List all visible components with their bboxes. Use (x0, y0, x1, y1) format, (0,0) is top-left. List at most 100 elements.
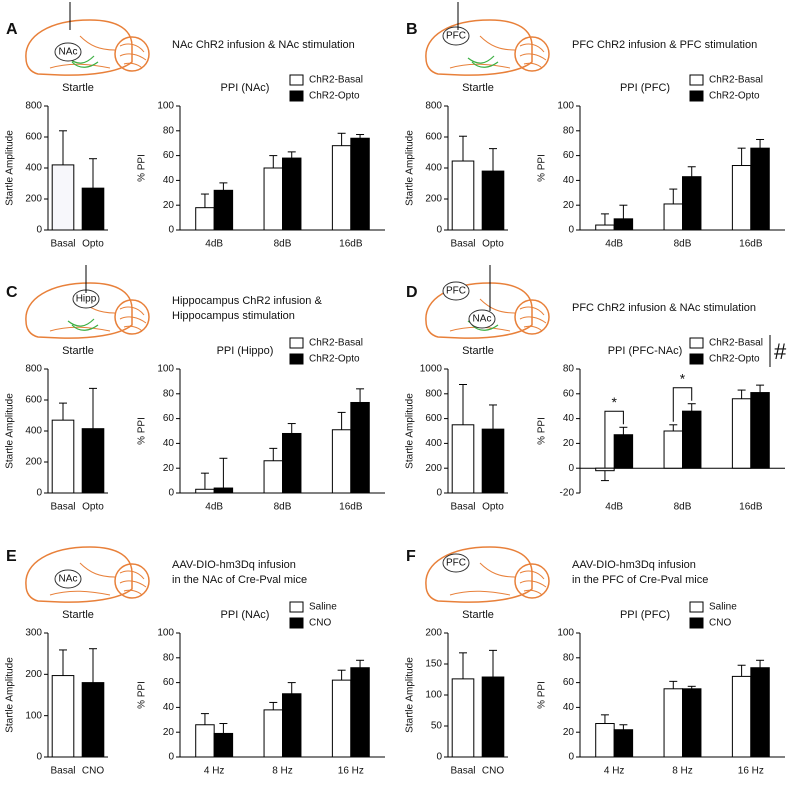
error-bar (269, 447, 278, 461)
cerebellum (114, 36, 150, 72)
y-tick-label: 600 (25, 132, 42, 143)
panel-letter: F (406, 548, 416, 565)
panel-letter: A (6, 21, 18, 38)
error-bar (669, 188, 678, 204)
bar (350, 401, 370, 494)
x-tick-label: 8 Hz (672, 766, 693, 777)
y-tick-label: 60 (563, 150, 575, 161)
x-tick-label: 16dB (339, 502, 363, 513)
error-bar (619, 204, 628, 219)
cerebellum-folds (519, 306, 547, 332)
bar (213, 732, 234, 758)
chart-title: Startle (462, 345, 494, 357)
y-tick-label: 20 (563, 200, 575, 211)
error-bar (489, 649, 497, 678)
y-tick-label: 80 (163, 125, 175, 136)
y-tick-label: 300 (25, 628, 42, 639)
x-tick-label: Opto (482, 239, 504, 250)
y-tick-label: 50 (431, 721, 443, 732)
bar (331, 429, 352, 494)
bar (51, 419, 75, 494)
brain-illustration: NAc (25, 2, 150, 76)
x-tick-label: 4 Hz (604, 766, 625, 777)
error-bar (737, 147, 746, 166)
legend-swatch (289, 90, 304, 102)
x-tick-label: Opto (82, 239, 104, 250)
y-tick-label: 600 (425, 413, 442, 424)
chart-title: PPI (PFC-NAc) (608, 345, 683, 357)
y-tick-label: 1000 (420, 364, 443, 375)
error-bar (687, 166, 696, 177)
bar (663, 430, 683, 469)
error-bar (356, 659, 365, 668)
fibers (67, 318, 99, 331)
error-bar (219, 723, 228, 734)
error-bar (687, 685, 696, 689)
y-tick-label: 20 (163, 727, 175, 738)
brain-illustration: Hipp (25, 265, 150, 339)
y-tick-label: 80 (563, 125, 575, 136)
x-tick-label: 16 Hz (338, 766, 364, 777)
x-tick-label: 16dB (339, 239, 363, 250)
legend-label: ChR2-Basal (309, 338, 363, 349)
y-tick-label: 200 (425, 194, 442, 205)
error-bar (356, 134, 365, 139)
bar (263, 709, 283, 758)
y-tick-label: 400 (25, 426, 42, 437)
error-bar (459, 384, 467, 425)
brain-region (54, 42, 82, 62)
error-bar (200, 713, 209, 725)
legend-swatch (689, 601, 704, 613)
bar (682, 410, 702, 469)
bar (682, 688, 702, 758)
y-tick-label: 40 (563, 702, 575, 713)
x-tick-label: 8dB (674, 239, 692, 250)
bar (331, 679, 352, 758)
legend-swatch (289, 337, 304, 349)
y-tick-label: 0 (168, 225, 174, 236)
y-tick-label: 40 (163, 175, 175, 186)
y-tick-label: 600 (425, 132, 442, 143)
error-bar (200, 472, 209, 490)
bar (213, 189, 234, 231)
x-tick-label: Basal (450, 766, 475, 777)
y-tick-label: 0 (568, 463, 574, 474)
cerebellum-folds (519, 570, 547, 596)
legend-label: Saline (309, 602, 337, 613)
legend-label: ChR2-Opto (309, 91, 360, 102)
legend-swatch (689, 74, 704, 86)
chart-title: Startle (62, 609, 94, 621)
x-tick-label: Basal (450, 502, 475, 513)
bar (350, 137, 370, 231)
caption: Hippocampus ChR2 infusion & (172, 295, 322, 307)
region-label: NAc (59, 574, 78, 585)
error-bar (669, 424, 678, 431)
bar (213, 487, 234, 494)
region-label: PFC (446, 558, 466, 569)
x-tick-label: 8dB (274, 239, 292, 250)
legend-label: ChR2-Basal (309, 75, 363, 86)
legend-label: ChR2-Opto (709, 91, 760, 102)
caption: NAc ChR2 infusion & NAc stimulation (172, 39, 355, 51)
x-tick-label: Opto (82, 502, 104, 513)
legend-swatch (289, 353, 304, 365)
chart-title: PPI (PFC) (620, 82, 670, 94)
brain-illustration: PFC (425, 546, 550, 603)
x-tick-label: 8dB (674, 502, 692, 513)
significance-label: * (680, 370, 686, 386)
brain-illustration: PFC (425, 2, 550, 76)
caption: PFC ChR2 infusion & PFC stimulation (572, 39, 757, 51)
error-bar (619, 426, 628, 435)
x-tick-label: CNO (482, 766, 504, 777)
error-bar (219, 182, 228, 191)
y-tick-label: 40 (563, 175, 575, 186)
error-bar (459, 652, 467, 679)
x-tick-label: 4dB (605, 502, 623, 513)
y-tick-label: 80 (563, 364, 575, 375)
y-tick-label: 200 (25, 669, 42, 680)
y-axis-label: Startle Amplitude (5, 130, 16, 206)
y-tick-label: 80 (163, 388, 175, 399)
y-axis-label: % PPI (137, 681, 148, 709)
bar (663, 688, 683, 758)
legend-label: Saline (709, 602, 737, 613)
